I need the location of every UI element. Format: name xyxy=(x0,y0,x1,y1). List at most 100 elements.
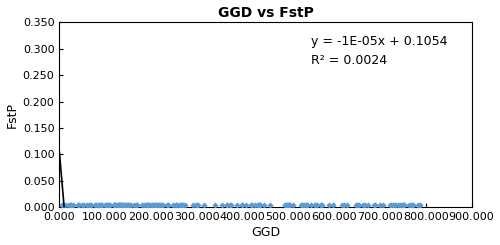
Point xyxy=(151,203,159,207)
Point xyxy=(158,203,166,207)
Point xyxy=(238,203,246,207)
Point xyxy=(242,203,250,207)
Point xyxy=(352,203,360,207)
Point xyxy=(84,203,92,207)
Point xyxy=(102,203,110,207)
Point xyxy=(75,203,83,207)
Point xyxy=(116,203,124,207)
Point xyxy=(104,203,112,207)
Point xyxy=(238,203,246,207)
Point xyxy=(302,203,310,207)
Point xyxy=(189,203,197,207)
Point xyxy=(298,203,306,207)
Point xyxy=(84,203,92,207)
Point xyxy=(155,203,163,207)
Point xyxy=(92,203,100,207)
Point xyxy=(211,203,219,207)
Point xyxy=(61,203,69,207)
Point xyxy=(96,203,104,207)
Point xyxy=(312,203,320,207)
Point xyxy=(74,203,82,207)
Point xyxy=(318,203,326,207)
Point xyxy=(164,203,172,207)
Point xyxy=(97,203,105,207)
Point xyxy=(317,203,325,207)
Point xyxy=(376,203,384,207)
Point xyxy=(120,203,128,207)
Point xyxy=(69,203,77,207)
Point xyxy=(66,203,74,207)
Point xyxy=(256,203,264,207)
Point xyxy=(340,203,348,207)
Point xyxy=(388,203,396,207)
Point xyxy=(149,203,157,207)
Point xyxy=(172,203,180,207)
Point xyxy=(114,203,122,207)
Point xyxy=(281,203,289,207)
Point xyxy=(399,203,407,207)
Point xyxy=(298,203,306,207)
Point xyxy=(114,203,122,207)
Point xyxy=(74,203,82,207)
Point xyxy=(398,203,406,207)
Point xyxy=(58,203,66,207)
Point xyxy=(286,203,294,207)
Point xyxy=(124,203,132,207)
Point xyxy=(144,203,152,207)
Point xyxy=(228,203,235,207)
Point xyxy=(112,203,120,207)
Point xyxy=(178,203,186,207)
Point xyxy=(67,203,75,207)
Point xyxy=(416,203,424,207)
Point xyxy=(194,203,202,207)
Point xyxy=(300,203,308,207)
Point xyxy=(178,203,186,207)
Point xyxy=(313,203,321,207)
Point xyxy=(192,203,200,207)
Point xyxy=(254,203,262,207)
Point xyxy=(170,203,177,207)
Point xyxy=(124,203,132,207)
Point xyxy=(94,203,102,207)
Point xyxy=(104,203,112,207)
Point xyxy=(256,203,264,207)
Point xyxy=(233,203,241,207)
Point xyxy=(142,203,150,207)
Point xyxy=(303,203,311,207)
Point xyxy=(409,203,417,207)
Point xyxy=(163,203,171,207)
Title: GGD vs FstP: GGD vs FstP xyxy=(218,6,314,20)
Point xyxy=(226,203,234,207)
Point xyxy=(310,203,318,207)
Point xyxy=(151,203,159,207)
Point xyxy=(223,203,231,207)
Point xyxy=(307,203,315,207)
Point xyxy=(303,203,311,207)
Point xyxy=(126,203,134,207)
Point xyxy=(283,203,291,207)
Point xyxy=(147,203,155,207)
Point xyxy=(148,203,156,207)
Point xyxy=(126,203,134,207)
Point xyxy=(283,203,291,207)
Point xyxy=(156,203,164,207)
Point xyxy=(66,203,74,207)
Point xyxy=(156,203,164,207)
Point xyxy=(303,203,311,207)
Point xyxy=(318,203,326,207)
Point xyxy=(101,203,109,207)
X-axis label: GGD: GGD xyxy=(251,226,280,239)
Point xyxy=(251,203,259,207)
Point xyxy=(117,203,125,207)
Point xyxy=(124,203,132,207)
Point xyxy=(110,203,118,207)
Point xyxy=(390,203,398,207)
Point xyxy=(356,203,364,207)
Point xyxy=(288,203,296,207)
Point xyxy=(326,203,334,207)
Point xyxy=(140,203,148,207)
Point xyxy=(134,203,141,207)
Point xyxy=(364,203,372,207)
Point xyxy=(284,203,292,207)
Point xyxy=(116,203,124,207)
